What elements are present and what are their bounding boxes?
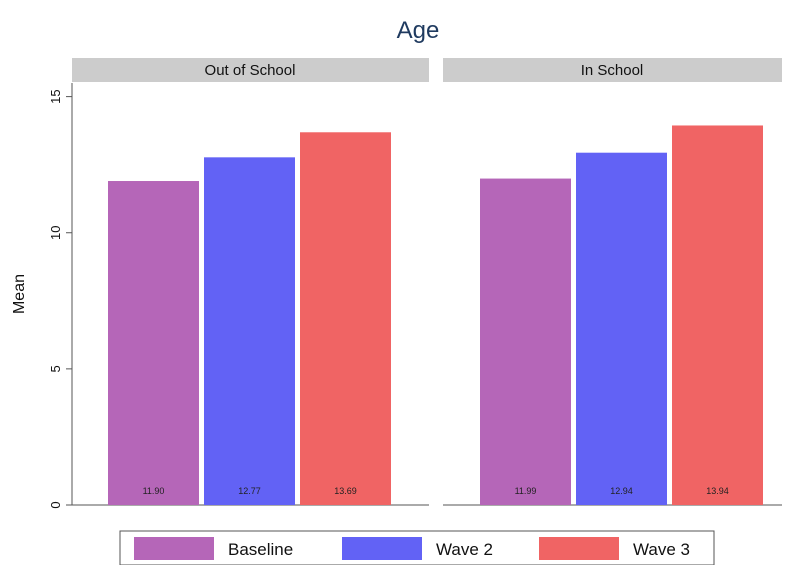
bar-panel1-series2	[672, 125, 763, 505]
legend-label-1: Wave 2	[436, 540, 493, 559]
bar-panel1-series0	[480, 178, 571, 506]
panel-header-in-school	[443, 58, 782, 82]
y-tick-label-10: 10	[48, 226, 63, 240]
data-label-panel1-series2: 13.94	[706, 486, 729, 496]
legend-swatch-1	[342, 537, 422, 560]
data-labels: 11.90 12.77 13.69 11.99 12.94 13.94	[143, 486, 729, 496]
bar-panel0-series2	[300, 132, 391, 505]
y-axis-ticks: 0 5 10 15	[48, 89, 72, 509]
y-axis-label: Mean	[11, 274, 28, 314]
data-label-panel1-series1: 12.94	[610, 486, 633, 496]
data-label-panel0-series0: 11.90	[143, 486, 165, 496]
panel-label-out-of-school: Out of School	[205, 62, 296, 79]
legend: Baseline Wave 2 Wave 3	[134, 537, 690, 560]
data-label-panel1-series0: 11.99	[515, 486, 537, 496]
bars	[108, 125, 763, 506]
chart-title: Age	[397, 17, 440, 44]
bar-panel0-series1	[204, 157, 295, 505]
data-label-panel0-series1: 12.77	[238, 486, 261, 496]
data-label-panel0-series2: 13.69	[334, 486, 357, 496]
panel-header-out-of-school	[72, 58, 429, 82]
legend-label-2: Wave 3	[633, 540, 690, 559]
y-tick-label-5: 5	[48, 365, 63, 372]
legend-label-0: Baseline	[228, 540, 293, 559]
legend-swatch-0	[134, 537, 214, 560]
panel-label-in-school: In School	[581, 62, 644, 79]
bar-panel0-series0	[108, 181, 199, 505]
bar-panel1-series1	[576, 152, 667, 505]
legend-swatch-2	[539, 537, 619, 560]
y-tick-label-0: 0	[48, 501, 63, 508]
y-tick-label-15: 15	[48, 89, 63, 103]
